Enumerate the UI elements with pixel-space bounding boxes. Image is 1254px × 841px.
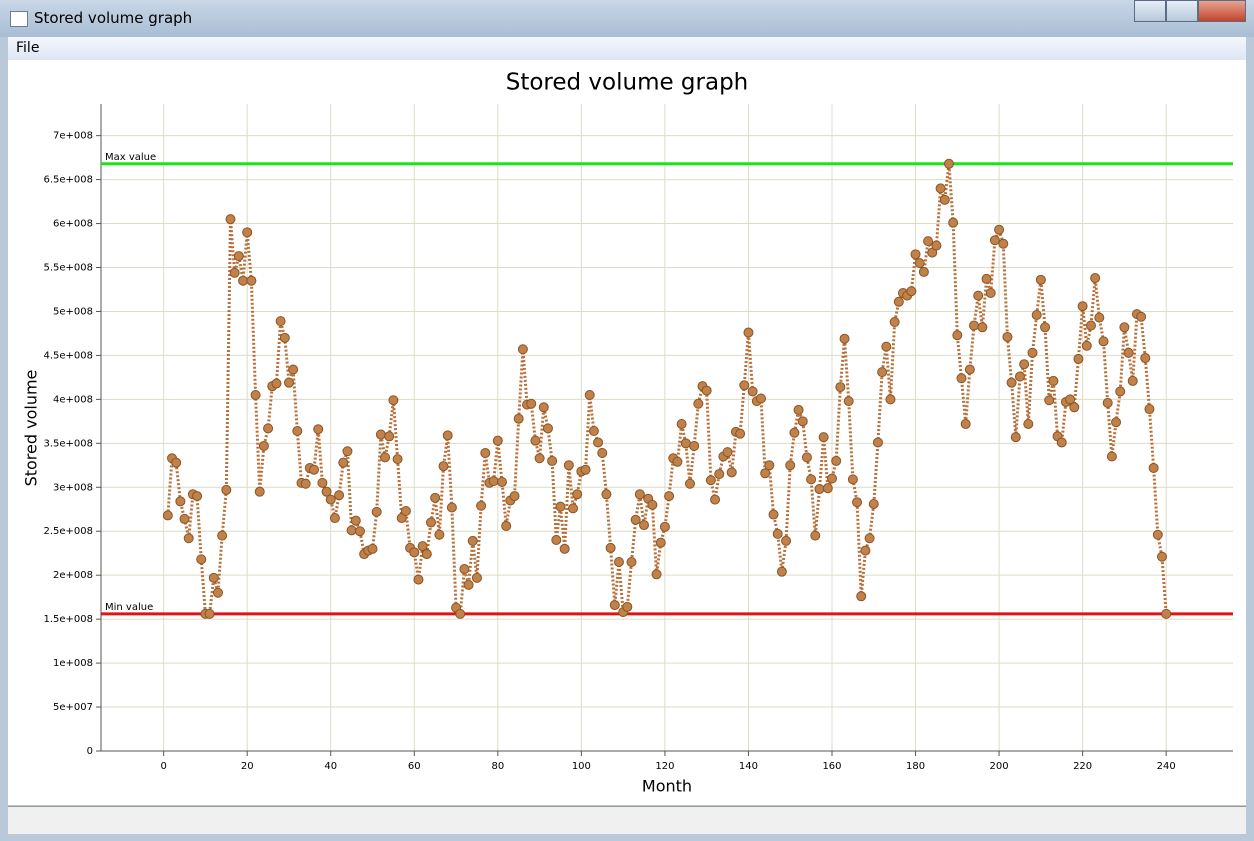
minimize-button[interactable] <box>1134 0 1166 22</box>
close-button[interactable] <box>1198 0 1246 22</box>
menu-bar: File <box>8 37 1246 61</box>
title-bar: Stored volume graph <box>0 0 1254 37</box>
menu-item[interactable]: File <box>16 40 40 56</box>
window-title: Stored volume graph <box>34 9 193 27</box>
window-buttons <box>1134 0 1246 22</box>
app-icon <box>10 11 28 27</box>
status-bar <box>8 806 1246 834</box>
chart-area <box>8 60 1246 805</box>
maximize-button[interactable] <box>1166 0 1198 22</box>
